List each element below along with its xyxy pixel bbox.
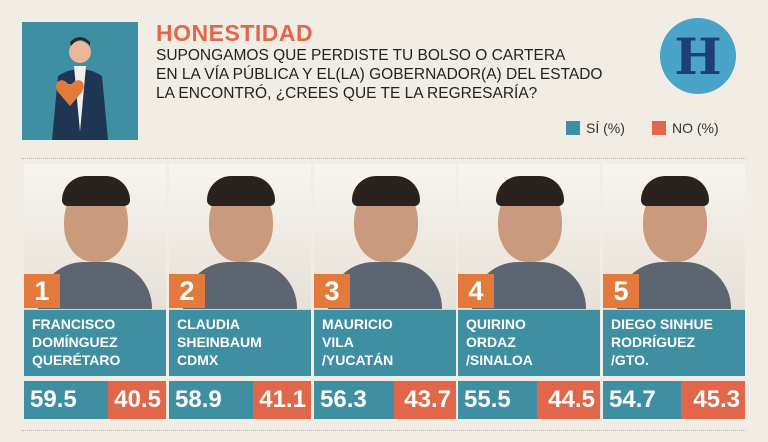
candidate-card: 4 QUIRINO ORDAZ/SINALOA 55.5 44.5	[458, 164, 600, 428]
candidate-state: /YUCATÁN	[322, 352, 394, 368]
question-line: EN LA VÍA PÚBLICA Y EL(LA) GOBERNADOR(A)…	[156, 66, 603, 83]
man-heart-illustration-icon	[22, 22, 138, 140]
bar-yes: 58.9	[169, 381, 253, 419]
candidate-card: 3 MAURICIO VILA/YUCATÁN 56.3 43.7	[314, 164, 456, 428]
bar-no: 41.1	[253, 381, 311, 419]
bar-no: 44.5	[537, 381, 600, 419]
rank-badge: 4	[458, 274, 494, 308]
stacked-bar: 55.5 44.5	[458, 381, 600, 419]
candidate-photo	[169, 164, 311, 310]
stacked-bar: 54.7 45.3	[603, 381, 745, 419]
legend-swatch-no	[652, 121, 666, 135]
rank-badge: 1	[24, 274, 60, 308]
candidate-state: /GTO.	[611, 352, 649, 368]
candidate-card: 5 DIEGO SINHUE RODRÍGUEZ/GTO. 54.7 45.3	[603, 164, 745, 428]
candidate-name-line: SHEINBAUM	[177, 334, 262, 350]
candidate-name-line: ORDAZ	[466, 334, 516, 350]
bar-yes: 54.7	[603, 381, 681, 419]
candidate-name: MAURICIO VILA/YUCATÁN	[314, 310, 456, 376]
legend-no: NO (%)	[652, 120, 719, 136]
rank-badge: 3	[314, 274, 350, 308]
candidate-name-line: DIEGO SINHUE	[611, 316, 713, 332]
candidate-name-line: RODRÍGUEZ	[611, 334, 695, 350]
bar-yes: 59.5	[24, 381, 108, 419]
candidate-name: QUIRINO ORDAZ/SINALOA	[458, 310, 600, 376]
legend-no-label: NO (%)	[672, 120, 719, 136]
candidate-state: /SINALOA	[466, 352, 533, 368]
stacked-bar: 59.5 40.5	[24, 381, 166, 419]
legend-swatch-yes	[566, 121, 580, 135]
candidate-name: CLAUDIA SHEINBAUM CDMX	[169, 310, 311, 376]
bar-no: 45.3	[681, 381, 745, 419]
candidate-name-line: MAURICIO	[322, 316, 393, 332]
h-logo-icon: H	[660, 18, 736, 94]
candidate-photo	[458, 164, 600, 310]
candidate-name: FRANCISCO DOMÍNGUEZ QUERÉTARO	[24, 310, 166, 376]
stacked-bar: 56.3 43.7	[314, 381, 456, 419]
divider	[22, 430, 746, 431]
bar-no: 43.7	[394, 381, 456, 419]
divider	[22, 158, 746, 159]
candidate-card: 1 FRANCISCO DOMÍNGUEZ QUERÉTARO 59.5 40.5	[24, 164, 166, 428]
candidate-name-line: DOMÍNGUEZ	[32, 334, 118, 350]
candidate-state: CDMX	[177, 352, 219, 368]
rank-badge: 5	[603, 274, 639, 308]
legend-yes-label: SÍ (%)	[586, 120, 625, 136]
question-line: SUPONGAMOS QUE PERDISTE TU BOLSO O CARTE…	[156, 47, 566, 64]
bar-no: 40.5	[108, 381, 166, 419]
candidate-name-line: VILA	[322, 334, 354, 350]
candidate-photo	[603, 164, 745, 310]
candidate-card: 2 CLAUDIA SHEINBAUM CDMX 58.9 41.1	[169, 164, 311, 428]
survey-question: SUPONGAMOS QUE PERDISTE TU BOLSO O CARTE…	[156, 46, 626, 103]
bar-yes: 55.5	[458, 381, 537, 419]
stacked-bar: 58.9 41.1	[169, 381, 311, 419]
candidate-state: QUERÉTARO	[32, 352, 121, 368]
bar-yes: 56.3	[314, 381, 394, 419]
legend-yes: SÍ (%)	[566, 120, 625, 136]
rank-badge: 2	[169, 274, 205, 308]
candidate-name-line: QUIRINO	[466, 316, 526, 332]
page-title: HONESTIDAD	[156, 20, 314, 46]
candidate-name-line: FRANCISCO	[32, 316, 116, 332]
question-line: LA ENCONTRÓ, ¿CREES QUE TE LA REGRESARÍA…	[156, 85, 538, 102]
candidate-name: DIEGO SINHUE RODRÍGUEZ/GTO.	[603, 310, 745, 376]
candidate-name-line: CLAUDIA	[177, 316, 240, 332]
